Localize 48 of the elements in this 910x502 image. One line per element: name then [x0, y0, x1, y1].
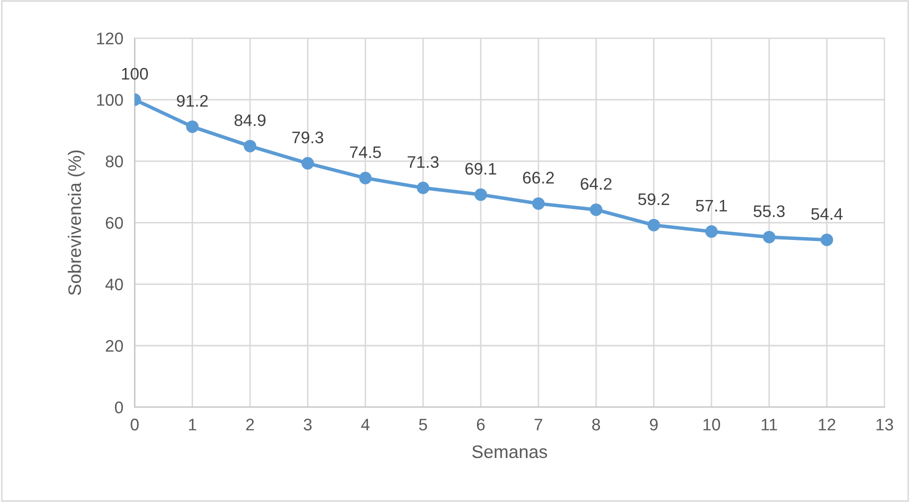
x-tick-label: 6 [476, 418, 485, 430]
x-tick-label: 7 [534, 418, 542, 430]
point [186, 120, 199, 133]
y-tick-label: 40 [105, 278, 123, 290]
data-label: 69.1 [465, 162, 496, 175]
data-label: 55.3 [754, 205, 785, 218]
data-label: 100 [122, 68, 148, 80]
point [359, 172, 372, 184]
y-tick-label: 60 [106, 217, 123, 229]
x-tick-label: 10 [703, 418, 720, 430]
data-label: 54.4 [811, 208, 843, 220]
x-tick-label: 8 [592, 418, 600, 430]
point [590, 203, 602, 216]
point [532, 197, 545, 210]
point [416, 182, 430, 194]
data-label: 91.2 [176, 94, 208, 107]
point [762, 230, 776, 244]
data-label: 57.1 [696, 200, 727, 212]
data-label: 66.2 [523, 172, 554, 184]
y-tick-label: 80 [106, 156, 123, 168]
data-label: 79.3 [292, 132, 324, 144]
x-tick-label: 2 [246, 418, 254, 430]
x-tick-label: 1 [188, 418, 196, 430]
x-tick-label: 4 [361, 418, 370, 430]
point [474, 188, 488, 201]
x-tick-label: 0 [130, 418, 139, 430]
point [820, 234, 834, 246]
data-label: 74.5 [350, 146, 381, 158]
y-tick-label: 120 [97, 32, 123, 44]
x-tick-label: 12 [818, 418, 836, 430]
y-axis-title: Sobrevivencia (%) [68, 150, 85, 296]
x-axis-title: Semanas [472, 445, 548, 458]
point [301, 157, 314, 170]
x-tick-label: 11 [762, 418, 777, 430]
y-tick-label: 20 [106, 340, 123, 352]
data-label: 71.3 [408, 156, 439, 168]
data-label: 59.2 [638, 193, 670, 206]
y-tick-label: 0 [114, 402, 123, 414]
x-tick-label: 5 [419, 418, 428, 430]
x-tick-label: 9 [650, 418, 658, 430]
x-tick-label: 13 [876, 418, 894, 430]
data-label: 64.2 [580, 178, 612, 190]
point [648, 218, 660, 232]
point [244, 140, 256, 152]
point [705, 225, 718, 238]
data-label: 84.9 [234, 114, 266, 126]
y-tick-label: 100 [97, 94, 123, 106]
x-tick-label: 3 [304, 418, 312, 430]
